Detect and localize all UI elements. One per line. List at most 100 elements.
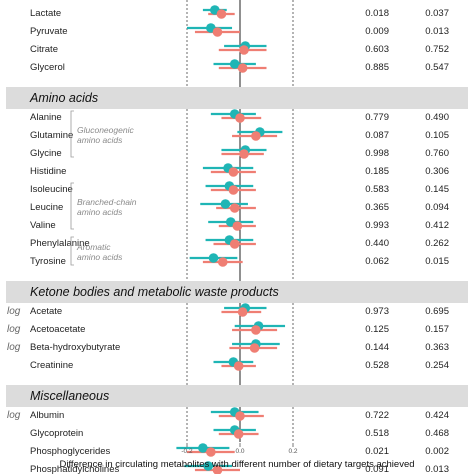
p-value-1: 0.998 — [365, 148, 389, 159]
metabolite-label: Histidine — [30, 166, 66, 177]
section-band — [6, 385, 468, 407]
metabolite-label: Leucine — [30, 202, 63, 213]
metabolite-label: Citrate — [30, 44, 58, 55]
table-row: Citrate 0.603 0.752 — [30, 41, 449, 55]
point-teal — [208, 253, 219, 263]
p-value-2: 0.015 — [425, 256, 449, 267]
p-value-2: 0.105 — [425, 130, 449, 141]
table-row: log Beta-hydroxybutyrate 0.144 0.363 — [7, 339, 449, 353]
table-row: Pyruvate 0.009 0.013 — [30, 23, 449, 37]
table-row: Creatinine 0.528 0.254 — [30, 357, 449, 371]
p-value-1: 0.518 — [365, 428, 389, 439]
p-value-2: 0.363 — [425, 342, 449, 353]
p-value-2: 0.490 — [425, 112, 449, 123]
group-annotations: Gluconeogenic amino acids Branched-chain am… — [70, 110, 137, 266]
p-value-1: 0.144 — [365, 342, 389, 353]
point-salmon — [251, 325, 261, 335]
table-row: Isoleucine 0.583 0.145 — [30, 181, 449, 195]
log-marker: log — [7, 324, 21, 335]
log-marker: log — [7, 306, 21, 317]
p-value-2: 0.695 — [425, 306, 449, 317]
point-salmon — [212, 27, 223, 37]
p-value-2: 0.262 — [425, 238, 449, 249]
section-band — [6, 87, 468, 109]
metabolite-label: Glutamine — [30, 130, 73, 141]
p-value-1: 0.440 — [365, 238, 389, 249]
table-row: Alanine 0.779 0.490 — [30, 109, 449, 123]
point-salmon — [237, 307, 248, 317]
section-title: Miscellaneous — [30, 389, 109, 403]
p-value-2: 0.306 — [425, 166, 449, 177]
p-value-2: 0.547 — [425, 62, 449, 73]
table-row: log Albumin 0.722 0.424 — [7, 407, 449, 421]
point-teal — [203, 461, 213, 471]
p-value-2: 0.254 — [425, 360, 449, 371]
point-salmon — [206, 447, 216, 457]
point-teal — [220, 199, 231, 209]
x-tick-label: -0.2 — [181, 448, 193, 455]
annotation-bracket — [70, 236, 74, 266]
point-salmon — [235, 113, 245, 123]
table-row: Glutamine 0.087 0.105 — [30, 127, 449, 141]
section-band — [6, 281, 468, 303]
table-row: Leucine 0.365 0.094 — [30, 199, 449, 213]
table-row: Lactate 0.018 0.037 — [30, 5, 449, 19]
point-salmon — [212, 465, 223, 474]
p-value-1: 0.009 — [365, 26, 389, 37]
point-salmon — [237, 63, 248, 73]
point-salmon — [233, 361, 244, 371]
annotation-bracket — [70, 110, 74, 158]
annotation-text: Branched-chain amino acids — [77, 197, 137, 217]
p-value-2: 0.002 — [425, 446, 449, 457]
x-axis: -0.2 0.0 0.2 — [181, 443, 298, 455]
x-axis-label: Difference in circulating metabolites wi… — [59, 459, 414, 470]
table-row: Glycerol 0.885 0.547 — [30, 59, 449, 73]
log-marker: log — [7, 342, 21, 353]
point-salmon — [233, 429, 244, 439]
table-row: Phenylalanine 0.440 0.262 — [30, 235, 449, 249]
p-value-1: 0.722 — [365, 410, 389, 421]
p-value-1: 0.603 — [365, 44, 389, 55]
p-value-1: 0.125 — [365, 324, 389, 335]
p-value-1: 0.973 — [365, 306, 389, 317]
section-title: Amino acids — [29, 91, 98, 105]
point-salmon — [217, 257, 228, 267]
table-row: Phosphoglycerides 0.021 0.002 — [30, 443, 449, 457]
metabolite-label: Alanine — [30, 112, 62, 123]
table-row: Histidine 0.185 0.306 — [30, 163, 449, 177]
point-salmon — [239, 45, 249, 55]
table-row: Phosphatidylcholines 0.091 0.013 — [30, 461, 449, 474]
p-value-2: 0.013 — [425, 464, 449, 474]
metabolite-label: Pyruvate — [30, 26, 68, 37]
metabolite-label: Isoleucine — [30, 184, 73, 195]
metabolite-label: Acetate — [30, 306, 62, 317]
p-value-1: 0.528 — [365, 360, 389, 371]
p-value-1: 0.779 — [365, 112, 389, 123]
point-teal — [198, 443, 208, 453]
p-value-1: 0.583 — [365, 184, 389, 195]
point-salmon — [235, 411, 245, 421]
p-value-2: 0.094 — [425, 202, 449, 213]
table-row: log Acetate 0.973 0.695 — [7, 303, 449, 317]
point-salmon — [249, 343, 260, 353]
table-row: Glycoprotein 0.518 0.468 — [30, 425, 449, 439]
p-value-1: 0.185 — [365, 166, 389, 177]
metabolite-label: Glycerol — [30, 62, 65, 73]
point-salmon — [251, 131, 261, 141]
metabolite-label: Creatinine — [30, 360, 73, 371]
metabolite-label: Albumin — [30, 410, 64, 421]
point-salmon — [216, 9, 227, 19]
p-value-2: 0.752 — [425, 44, 449, 55]
p-value-1: 0.018 — [365, 8, 389, 19]
metabolite-label: Tyrosine — [30, 256, 66, 267]
table-row: log Acetoacetate 0.125 0.157 — [7, 321, 449, 335]
p-value-2: 0.145 — [425, 184, 449, 195]
metabolite-label: Beta-hydroxybutyrate — [30, 342, 120, 353]
annotation-text: Aromatic amino acids — [76, 242, 123, 262]
metabolite-rows: Lactate 0.018 0.037 Pyruvate 0.009 0.013 Citra… — [7, 5, 449, 474]
p-value-1: 0.062 — [365, 256, 389, 267]
x-tick-label: 0.0 — [235, 448, 244, 455]
table-row: Glycine 0.998 0.760 — [30, 145, 449, 159]
metabolite-label: Valine — [30, 220, 56, 231]
